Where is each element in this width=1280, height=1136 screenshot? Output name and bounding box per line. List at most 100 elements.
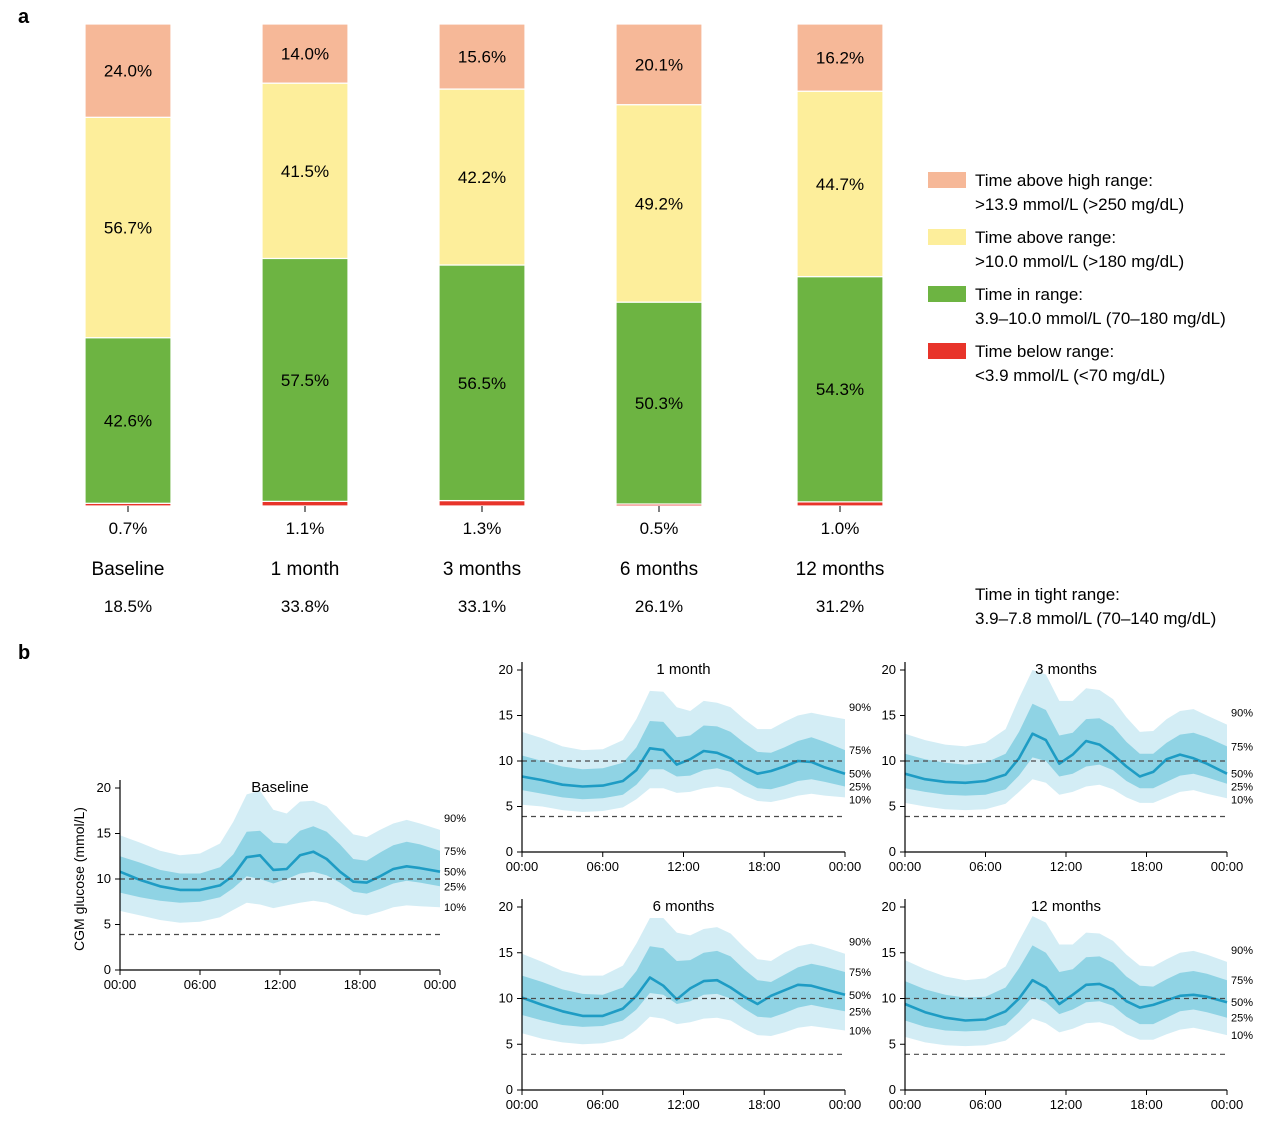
- percentile-label-baseline-3: 25%: [444, 881, 466, 893]
- band-25-75-12-months: [905, 945, 1227, 1032]
- y-tick-label-baseline-1: 5: [104, 917, 111, 932]
- median-line-1-month: [521, 747, 846, 788]
- percentile-label-3-months-0: 90%: [1231, 708, 1253, 720]
- bar-label-3-4: 16.2%: [816, 49, 864, 68]
- percentile-label-12-months-3: 25%: [1231, 1013, 1253, 1025]
- legend-line2-above_high: >13.9 mmol/L (>250 mg/dL): [975, 195, 1184, 214]
- bar-segment-time-above-range-1: [261, 82, 349, 260]
- percentile-label-6-months-0: 90%: [849, 937, 871, 949]
- median-line-6-months: [521, 976, 846, 1018]
- x-tick-label-3-months-4: 00:00: [1211, 859, 1244, 874]
- x-tick-label-1-month-2: 12:00: [667, 859, 700, 874]
- bar-segment-time-in-range-3: [615, 301, 703, 505]
- bar-label-3-2: 15.6%: [458, 48, 506, 67]
- percentile-label-baseline-2: 50%: [444, 867, 466, 879]
- band-25-75-baseline: [120, 826, 440, 903]
- bar-label-1-1: 57.5%: [281, 371, 329, 390]
- percentile-label-3-months-1: 75%: [1231, 741, 1253, 753]
- x-tick-label-12-months-0: 00:00: [889, 1097, 922, 1112]
- percentile-label-6-months-2: 50%: [849, 990, 871, 1002]
- bar-label-2-3: 49.2%: [635, 194, 683, 213]
- bar-label-2-4: 44.7%: [816, 175, 864, 194]
- x-tick-label-1-month-4: 00:00: [829, 859, 862, 874]
- y-tick-label-baseline-2: 10: [97, 871, 111, 886]
- bar-segment-time-above-high-range-1: [261, 23, 349, 84]
- bar-segment-time-in-range-2: [438, 264, 526, 502]
- band-25-75-6-months: [522, 946, 845, 1027]
- y-tick-label-3-months-3: 15: [882, 708, 896, 723]
- y-tick-label-3-months-2: 10: [882, 753, 896, 768]
- below-range-label-3: 0.5%: [640, 519, 679, 538]
- tight-range-value-3: 26.1%: [635, 597, 683, 616]
- percentile-label-1-month-1: 75%: [849, 745, 871, 757]
- category-label-2: 3 months: [443, 559, 521, 580]
- x-tick-label-12-months-2: 12:00: [1050, 1097, 1083, 1112]
- x-tick-label-12-months-4: 00:00: [1211, 1097, 1244, 1112]
- plot-title-1-month: 1 month: [656, 661, 710, 678]
- bar-segment-time-above-high-range-0: [84, 23, 172, 118]
- percentile-label-6-months-1: 75%: [849, 967, 871, 979]
- below-range-label-0: 0.7%: [109, 519, 148, 538]
- bar-label-2-2: 42.2%: [458, 168, 506, 187]
- x-tick-label-baseline-4: 00:00: [424, 977, 457, 992]
- median-line-baseline: [119, 850, 441, 892]
- x-tick-label-3-months-0: 00:00: [889, 859, 922, 874]
- x-tick-label-3-months-1: 06:00: [969, 859, 1002, 874]
- category-label-3: 6 months: [620, 559, 698, 580]
- tight-range-title: Time in tight range:: [975, 585, 1120, 604]
- x-tick-label-baseline-2: 12:00: [264, 977, 297, 992]
- x-tick-label-3-months-3: 18:00: [1130, 859, 1163, 874]
- y-tick-label-6-months-1: 5: [506, 1036, 513, 1051]
- x-tick-label-1-month-0: 00:00: [506, 859, 539, 874]
- band-25-75-1-month: [522, 721, 845, 800]
- x-tick-label-6-months-4: 00:00: [829, 1097, 862, 1112]
- y-tick-label-3-months-0: 0: [889, 844, 896, 859]
- below-range-label-2: 1.3%: [463, 519, 502, 538]
- percentile-label-baseline-4: 10%: [444, 902, 466, 914]
- percentile-label-12-months-0: 90%: [1231, 945, 1253, 957]
- plot-title-12-months: 12 months: [1031, 898, 1101, 915]
- percentile-label-6-months-4: 10%: [849, 1026, 871, 1038]
- bar-label-2-1: 41.5%: [281, 162, 329, 181]
- y-tick-label-12-months-1: 5: [889, 1036, 896, 1051]
- category-label-1: 1 month: [271, 559, 340, 580]
- x-tick-label-6-months-2: 12:00: [667, 1097, 700, 1112]
- category-label-4: 12 months: [796, 559, 885, 580]
- panel-letter-a: a: [18, 6, 30, 28]
- percentile-label-baseline-0: 90%: [444, 813, 466, 825]
- y-tick-label-baseline-4: 20: [97, 780, 111, 795]
- x-tick-label-6-months-0: 00:00: [506, 1097, 539, 1112]
- legend-swatch-above: [928, 229, 966, 245]
- y-tick-label-12-months-3: 15: [882, 945, 896, 960]
- percentile-label-1-month-4: 10%: [849, 795, 871, 807]
- y-tick-label-baseline-0: 0: [104, 962, 111, 977]
- bar-segment-time-above-range-3: [615, 104, 703, 303]
- legend-swatch-below: [928, 343, 966, 359]
- x-tick-label-baseline-1: 06:00: [184, 977, 217, 992]
- x-tick-label-baseline-0: 00:00: [104, 977, 137, 992]
- x-tick-label-1-month-1: 06:00: [586, 859, 619, 874]
- y-tick-label-6-months-3: 15: [499, 945, 513, 960]
- below-range-label-1: 1.1%: [286, 519, 325, 538]
- bar-label-3-3: 20.1%: [635, 55, 683, 74]
- bar-segment-time-in-range-4: [796, 276, 884, 503]
- percentile-label-1-month-3: 25%: [849, 782, 871, 794]
- percentile-label-3-months-2: 50%: [1231, 769, 1253, 781]
- percentile-label-12-months-2: 50%: [1231, 997, 1253, 1009]
- bar-segment-time-below-range-4: [796, 501, 884, 507]
- y-tick-label-1-month-1: 5: [506, 799, 513, 814]
- bar-segment-time-above-range-4: [796, 90, 884, 278]
- bar-label-3-1: 14.0%: [281, 45, 329, 64]
- panel-letter-b: b: [18, 642, 31, 664]
- plot-title-baseline: Baseline: [251, 779, 309, 796]
- bar-segment-time-below-range-2: [438, 499, 526, 507]
- y-tick-label-1-month-0: 0: [506, 844, 513, 859]
- legend-line1-above: Time above range:: [975, 228, 1116, 247]
- legend-line2-above: >10.0 mmol/L (>180 mg/dL): [975, 252, 1184, 271]
- x-tick-label-12-months-1: 06:00: [969, 1097, 1002, 1112]
- y-tick-label-6-months-0: 0: [506, 1082, 513, 1097]
- legend-line1-in_range: Time in range:: [975, 285, 1083, 304]
- bar-segment-time-in-range-0: [84, 337, 172, 504]
- tight-range-value-2: 33.1%: [458, 597, 506, 616]
